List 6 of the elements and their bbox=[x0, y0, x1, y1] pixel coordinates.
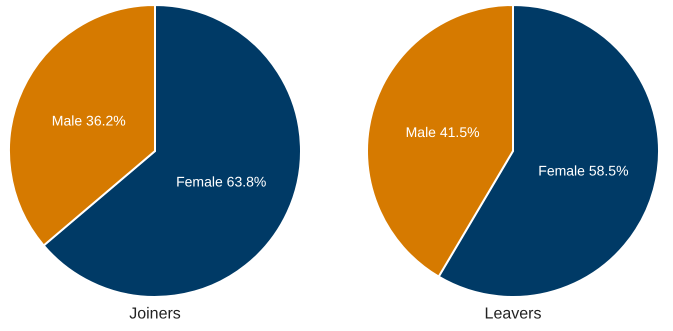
slice-label: Female 58.5% bbox=[538, 162, 629, 178]
slice-label: Male 36.2% bbox=[52, 112, 126, 128]
text: Leavers bbox=[484, 305, 542, 322]
slice-label: Male 41.5% bbox=[406, 124, 480, 140]
slice-label: Female 63.8% bbox=[176, 174, 266, 190]
text: Joiners bbox=[129, 305, 181, 322]
